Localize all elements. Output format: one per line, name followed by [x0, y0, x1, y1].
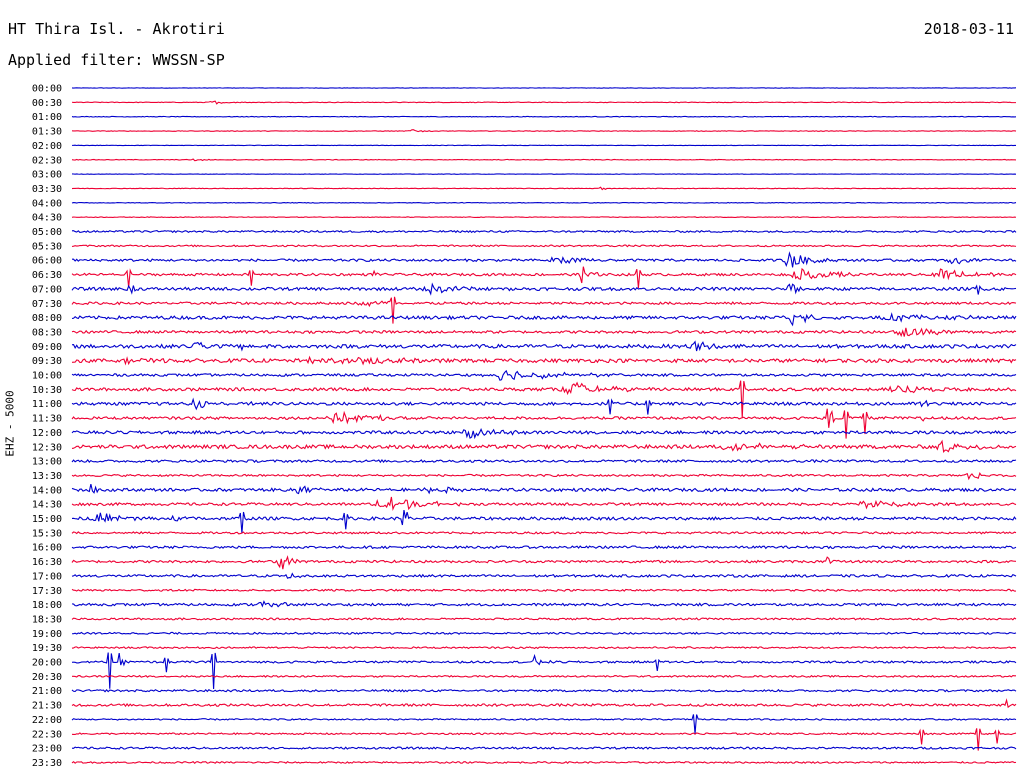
time-tick-label: 16:00 — [32, 543, 62, 554]
time-tick-label: 11:00 — [32, 399, 62, 410]
seismic-trace-blue — [71, 282, 1017, 296]
seismic-trace-red — [71, 100, 1017, 105]
time-tick-label: 00:00 — [32, 84, 62, 95]
time-tick-label: 19:30 — [32, 643, 62, 654]
seismic-trace-red — [71, 496, 1017, 511]
time-tick-group: 00:00 00:30 01:00 01:30 02:00 02:30 03:00 03:30… — [32, 84, 62, 769]
seismic-trace-red — [71, 408, 1017, 439]
time-tick-label: 15:30 — [32, 528, 62, 539]
time-tick-label: 18:30 — [32, 614, 62, 625]
seismic-trace-blue — [71, 688, 1017, 693]
time-tick-label: 05:00 — [32, 227, 62, 238]
time-tick-label: 04:30 — [32, 213, 62, 224]
time-tick-label: 09:30 — [32, 356, 62, 367]
seismic-trace-red — [71, 472, 1017, 481]
time-tick-label: 13:00 — [32, 457, 62, 468]
time-tick-label: 14:00 — [32, 485, 62, 496]
time-tick-label: 17:00 — [32, 571, 62, 582]
trace-group — [71, 87, 1017, 765]
time-tick-label: 17:30 — [32, 586, 62, 597]
seismic-trace-blue — [71, 746, 1017, 750]
time-tick-label: 05:30 — [32, 241, 62, 252]
seismic-trace-red — [71, 380, 1017, 418]
time-tick-label: 14:30 — [32, 500, 62, 511]
time-tick-label: 21:00 — [32, 686, 62, 697]
time-tick-label: 01:30 — [32, 127, 62, 138]
seismic-trace-red — [71, 555, 1017, 570]
time-tick-label: 00:30 — [32, 98, 62, 109]
time-tick-label: 11:30 — [32, 414, 62, 425]
seismic-trace-red — [71, 698, 1017, 709]
seismic-trace-blue — [71, 428, 1017, 440]
seismic-trace-blue — [71, 369, 1017, 381]
seismic-trace-red — [71, 186, 1017, 191]
time-tick-label: 18:00 — [32, 600, 62, 611]
seismic-trace-blue — [71, 510, 1017, 534]
seismic-trace-blue — [71, 572, 1017, 579]
seismic-trace-red — [71, 266, 1017, 289]
seismic-trace-blue — [71, 652, 1017, 690]
seismic-trace-blue — [71, 483, 1017, 495]
seismic-trace-blue — [71, 229, 1017, 234]
time-tick-label: 08:30 — [32, 327, 62, 338]
seismic-trace-blue — [71, 397, 1017, 415]
seismic-trace-red — [71, 355, 1017, 366]
time-tick-label: 04:00 — [32, 198, 62, 209]
time-tick-label: 08:00 — [32, 313, 62, 324]
time-tick-label: 23:00 — [32, 744, 62, 755]
time-tick-label: 06:30 — [32, 270, 62, 281]
time-tick-label: 03:30 — [32, 184, 62, 195]
seismic-trace-red — [71, 760, 1017, 765]
time-tick-label: 13:30 — [32, 471, 62, 482]
time-tick-label: 19:00 — [32, 629, 62, 640]
seismic-trace-blue — [71, 312, 1017, 327]
seismic-trace-red — [71, 158, 1017, 162]
time-tick-label: 07:00 — [32, 284, 62, 295]
seismic-trace-blue — [71, 459, 1017, 464]
time-tick-label: 02:00 — [32, 141, 62, 152]
seismic-trace-blue — [71, 600, 1017, 608]
seismic-trace-red — [71, 728, 1017, 751]
time-tick-label: 10:30 — [32, 385, 62, 396]
time-tick-label: 01:00 — [32, 112, 62, 123]
seismic-trace-red — [71, 674, 1017, 678]
seismic-trace-red — [71, 588, 1017, 592]
time-tick-label: 09:00 — [32, 342, 62, 353]
station-title: HT Thira Isl. - Akrotiri — [8, 20, 225, 38]
seismic-trace-red — [71, 439, 1017, 454]
time-tick-label: 20:30 — [32, 672, 62, 683]
seismic-trace-blue — [71, 631, 1017, 635]
time-tick-label: 15:00 — [32, 514, 62, 525]
time-tick-label: 23:30 — [32, 758, 62, 769]
record-date: 2018-03-11 — [923, 20, 1014, 38]
time-tick-label: 10:00 — [32, 371, 62, 382]
time-tick-label: 02:30 — [32, 155, 62, 166]
seismic-trace-blue — [71, 201, 1017, 204]
seismic-trace-blue — [71, 251, 1017, 268]
seismic-trace-blue — [71, 340, 1017, 352]
time-tick-label: 20:00 — [32, 658, 62, 669]
seismic-trace-blue — [71, 545, 1017, 550]
time-tick-label: 22:30 — [32, 729, 62, 740]
time-tick-label: 22:00 — [32, 715, 62, 726]
seismic-trace-blue — [71, 714, 1017, 734]
seismic-trace-red — [71, 244, 1017, 248]
time-tick-label: 06:00 — [32, 256, 62, 267]
seismic-trace-red — [71, 327, 1017, 338]
seismic-trace-red — [71, 296, 1017, 324]
seismic-trace-red — [71, 129, 1017, 133]
seismic-trace-red — [71, 216, 1017, 219]
seismic-trace-red — [71, 530, 1017, 535]
seismic-trace-blue — [71, 115, 1017, 118]
time-tick-label: 12:30 — [32, 442, 62, 453]
time-tick-label: 16:30 — [32, 557, 62, 568]
seismic-trace-red — [71, 646, 1017, 650]
time-tick-label: 21:30 — [32, 701, 62, 712]
time-tick-label: 07:30 — [32, 299, 62, 310]
filter-label: Applied filter: WWSSN-SP — [8, 51, 225, 69]
time-tick-label: 12:00 — [32, 428, 62, 439]
seismic-trace-red — [71, 617, 1017, 621]
time-tick-label: 03:00 — [32, 170, 62, 181]
